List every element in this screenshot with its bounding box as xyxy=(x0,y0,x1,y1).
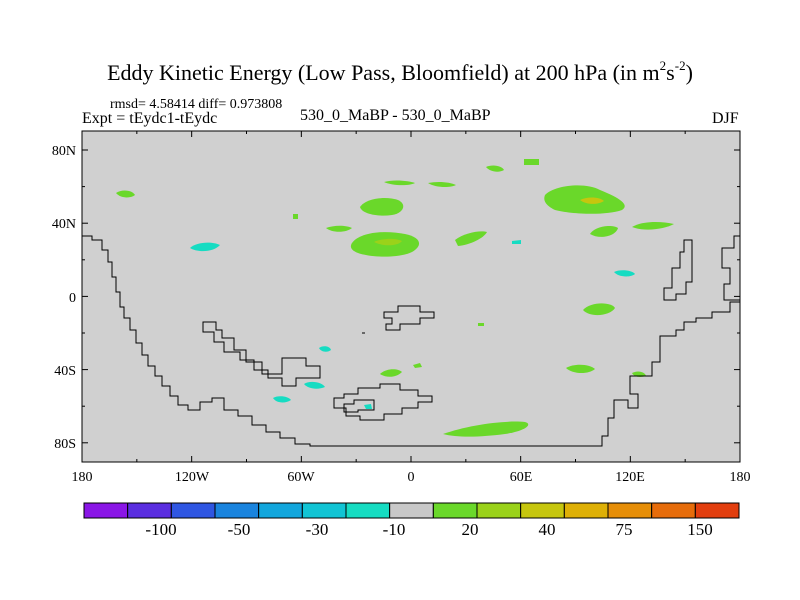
anomaly-patch xyxy=(319,346,331,352)
season-label: DJF xyxy=(712,110,739,127)
anomaly-patch xyxy=(583,303,615,316)
coastlines xyxy=(82,235,740,447)
colorbar-box xyxy=(170,502,216,519)
positive-anomaly-patches xyxy=(116,159,674,437)
anomaly-patch xyxy=(566,364,595,374)
lon-label-60w: 60W xyxy=(287,470,315,485)
plot-title: Eddy Kinetic Energy (Low Pass, Bloomfiel… xyxy=(107,58,693,85)
center-label: 530_0_MaBP - 530_0_MaBP xyxy=(300,107,491,124)
anomaly-patch xyxy=(632,222,674,230)
lat-label-eq: 0 xyxy=(69,291,76,306)
anomaly-patch xyxy=(364,404,372,409)
anomaly-patch xyxy=(116,190,135,198)
coastline xyxy=(383,305,435,331)
colorbar-label: -100 xyxy=(145,520,176,539)
lon-label-180w: 180 xyxy=(72,470,93,485)
coastline xyxy=(202,321,321,387)
anomaly-patch xyxy=(374,238,402,246)
anomaly-patch xyxy=(413,363,422,368)
anomaly-patch xyxy=(293,214,298,219)
lon-label-0: 0 xyxy=(408,470,415,485)
anomaly-patch xyxy=(304,381,325,389)
colorbar-box xyxy=(258,502,303,519)
anomaly-patch xyxy=(486,165,504,172)
negative-anomaly-patches xyxy=(190,240,635,409)
coastline xyxy=(721,235,740,301)
colorbar-box xyxy=(476,502,522,519)
coastline xyxy=(343,399,375,413)
anomaly-patch xyxy=(384,180,415,186)
anomaly-patch xyxy=(428,181,456,188)
colorbar-box xyxy=(214,502,260,519)
anomaly-patch xyxy=(455,231,487,246)
lat-label-40n: 40N xyxy=(52,217,76,232)
tick-marks xyxy=(81,131,741,462)
lon-label-60e: 60E xyxy=(510,470,533,485)
lat-label-80s: 80S xyxy=(54,437,76,452)
coastline xyxy=(663,239,693,301)
colorbar-box xyxy=(345,502,391,519)
colorbar-box xyxy=(563,502,609,519)
colorbar-label: -30 xyxy=(306,520,329,539)
colorbar-box xyxy=(520,502,565,519)
colorbar-box xyxy=(301,502,347,519)
anomaly-patch xyxy=(512,240,521,244)
anomaly-patch xyxy=(443,421,529,437)
anomaly-patch xyxy=(360,198,404,216)
colorbar-box xyxy=(127,502,172,519)
lon-label-120w: 120W xyxy=(175,470,210,485)
colorbar xyxy=(83,502,740,519)
anomaly-patch xyxy=(326,225,352,232)
colorbar-box xyxy=(607,502,653,519)
stats-label: rmsd= 4.58414 diff= 0.973808 xyxy=(110,97,283,112)
colorbar-box xyxy=(694,502,740,519)
anomaly-patch xyxy=(380,369,402,377)
anomaly-patch xyxy=(590,226,618,237)
colorbar-label: 75 xyxy=(616,520,633,539)
anomaly-patch xyxy=(524,159,539,165)
colorbar-box xyxy=(651,502,696,519)
lat-label-40s: 40S xyxy=(54,364,76,379)
map-background xyxy=(82,131,740,462)
colorbar-label: -10 xyxy=(383,520,406,539)
experiment-label: Expt = tEydc1-tEydc xyxy=(82,110,218,127)
colorbar-box xyxy=(389,502,434,519)
lat-label-80n: 80N xyxy=(52,144,76,159)
anomaly-patch xyxy=(273,396,291,403)
anomaly-patch xyxy=(580,197,604,204)
colorbar-box xyxy=(432,502,478,519)
colorbar-box xyxy=(83,502,129,519)
anomaly-patch xyxy=(190,242,220,252)
lon-labels: 180 120W 60W 0 60E 120E 180 xyxy=(72,470,751,485)
lon-label-120e: 120E xyxy=(615,470,645,485)
lon-label-180e: 180 xyxy=(730,470,751,485)
coastline xyxy=(333,383,433,421)
coastline xyxy=(82,235,740,447)
anomaly-patch xyxy=(478,323,484,326)
colorbar-label: -50 xyxy=(228,520,251,539)
anomaly-patch xyxy=(614,270,635,277)
colorbar-label: 20 xyxy=(462,520,479,539)
colorbar-label: 40 xyxy=(539,520,556,539)
colorbar-labels: -100 -50 -30 -10 20 40 75 150 xyxy=(145,520,712,539)
lat-labels: 80N 40N 0 40S 80S xyxy=(52,144,76,452)
colorbar-label: 150 xyxy=(687,520,713,539)
